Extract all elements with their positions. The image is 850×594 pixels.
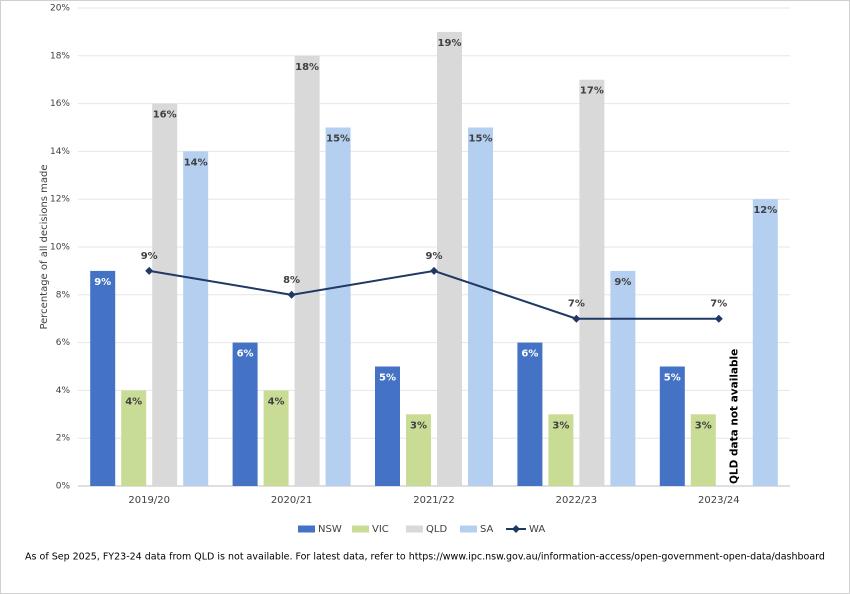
data-label: 6% — [237, 349, 254, 360]
bar — [437, 31, 462, 487]
data-label: 6% — [521, 349, 538, 360]
legend-label: QLD — [426, 524, 447, 535]
x-tick-label: 2022/23 — [556, 495, 598, 506]
legend-swatch — [298, 525, 315, 533]
data-label: 9% — [614, 277, 631, 288]
y-axis-title: Percentage of all decisions made — [39, 164, 50, 329]
bar — [659, 366, 685, 486]
y-tick-label: 12% — [50, 195, 70, 205]
bar — [548, 414, 574, 486]
data-label: 8% — [283, 275, 300, 286]
data-label: 4% — [125, 396, 142, 407]
data-label: 5% — [379, 373, 396, 384]
data-label: 18% — [295, 62, 319, 73]
line-marker — [572, 314, 581, 323]
bar — [610, 270, 636, 486]
data-label: 17% — [580, 86, 604, 97]
bar — [121, 390, 147, 486]
y-tick-label: 14% — [50, 147, 70, 157]
x-tick-label: 2019/20 — [128, 495, 170, 506]
y-tick-label: 20% — [50, 4, 70, 14]
y-tick-label: 10% — [50, 243, 70, 253]
y-tick-label: 2% — [56, 434, 71, 444]
bar — [263, 390, 289, 486]
y-tick-label: 18% — [50, 51, 70, 61]
data-label: 9% — [426, 251, 443, 262]
legend-swatch — [460, 525, 477, 533]
bar — [752, 199, 778, 486]
bar — [406, 414, 431, 486]
legend-label: NSW — [318, 524, 342, 535]
line-marker — [714, 314, 723, 323]
data-label: 3% — [552, 420, 569, 431]
line-marker — [145, 266, 154, 275]
data-label: 4% — [268, 396, 285, 407]
y-tick-label: 8% — [56, 290, 71, 300]
data-label: 9% — [141, 251, 158, 262]
bar — [375, 366, 400, 486]
legend-label: WA — [529, 524, 545, 535]
bar — [468, 127, 493, 486]
bar — [152, 103, 178, 486]
data-label: 15% — [326, 134, 350, 145]
data-label: 3% — [695, 420, 712, 431]
legend-swatch — [352, 525, 369, 533]
legend-swatch — [406, 525, 423, 533]
data-label: 7% — [710, 299, 727, 310]
line-marker — [287, 290, 296, 299]
data-label: 19% — [438, 38, 462, 49]
y-tick-label: 4% — [56, 386, 71, 396]
data-label: 16% — [153, 110, 177, 121]
legend-marker — [512, 525, 520, 533]
line-marker — [430, 266, 438, 275]
data-label: 7% — [568, 299, 585, 310]
data-label: 14% — [184, 157, 208, 168]
data-label: 5% — [664, 373, 681, 384]
annotation: QLD data not available — [728, 349, 740, 484]
y-tick-label: 0% — [56, 482, 71, 492]
y-tick-label: 16% — [50, 99, 70, 109]
bar — [232, 342, 258, 486]
bar — [579, 79, 605, 486]
bar — [183, 151, 209, 486]
data-label: 12% — [753, 205, 777, 216]
footnote: As of Sep 2025, FY23-24 data from QLD is… — [25, 552, 825, 563]
data-label: 3% — [410, 420, 427, 431]
bar — [517, 342, 543, 486]
x-tick-label: 2021/22 — [413, 495, 455, 506]
legend-label: VIC — [372, 524, 389, 535]
bar — [90, 270, 116, 486]
data-label: 9% — [94, 277, 111, 288]
bar — [325, 127, 351, 486]
legend-label: SA — [480, 524, 494, 535]
data-label: 15% — [469, 134, 493, 145]
bar — [690, 414, 716, 486]
bar — [294, 55, 320, 487]
y-tick-label: 6% — [56, 338, 71, 348]
x-tick-label: 2020/21 — [271, 495, 313, 506]
x-tick-label: 2023/24 — [698, 495, 740, 506]
